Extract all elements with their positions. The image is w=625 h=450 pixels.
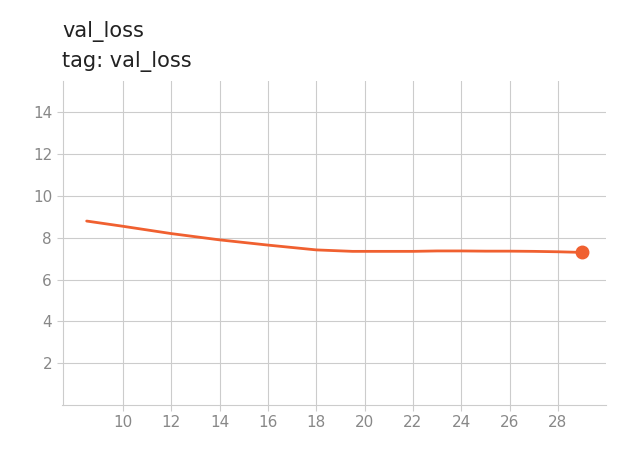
Text: val_loss
tag: val_loss: val_loss tag: val_loss xyxy=(62,21,192,72)
